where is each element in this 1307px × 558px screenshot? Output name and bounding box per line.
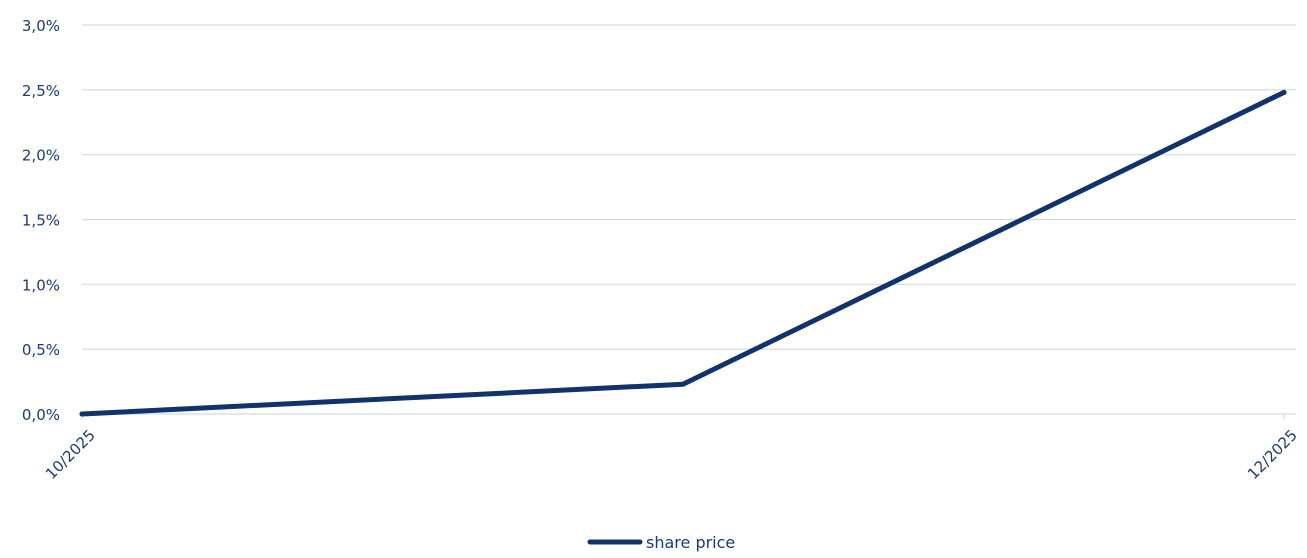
x-tick-label: 12/2025 bbox=[1244, 426, 1301, 483]
data-point bbox=[79, 411, 85, 417]
y-tick-label: 2,5% bbox=[22, 82, 60, 100]
x-tick-label: 10/2025 bbox=[42, 426, 99, 483]
series-line-share-price bbox=[79, 89, 1287, 417]
legend-label: share price bbox=[646, 533, 735, 552]
legend: share price bbox=[587, 533, 735, 552]
y-tick-label: 1,0% bbox=[22, 276, 60, 294]
data-point bbox=[680, 381, 686, 387]
y-tick-label: 0,0% bbox=[22, 406, 60, 424]
series-layer bbox=[79, 89, 1287, 417]
y-axis-tick-labels: 0,0% 0,5% 1,0% 1,5% 2,0% 2,5% 3,0% bbox=[22, 17, 60, 424]
y-tick-label: 0,5% bbox=[22, 341, 60, 359]
y-tick-label: 1,5% bbox=[22, 212, 60, 230]
data-point bbox=[1281, 89, 1287, 95]
grid-lines bbox=[82, 24, 1296, 415]
y-tick-label: 3,0% bbox=[22, 17, 60, 35]
x-axis-tick-labels: 10/2025 12/2025 bbox=[42, 414, 1301, 483]
y-tick-label: 2,0% bbox=[22, 147, 60, 165]
